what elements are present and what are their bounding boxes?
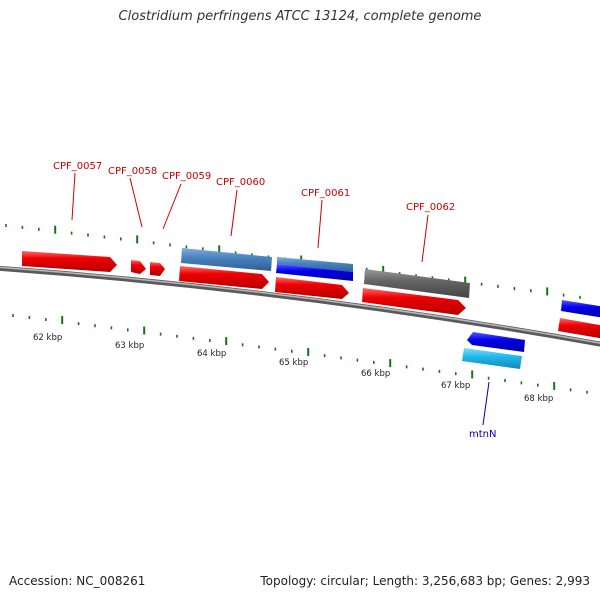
gene-arrow-cpf-0060[interactable] [179,266,269,289]
kbp-label-67: 67 kbp [441,381,470,391]
kbp-labels: 62 kbp 63 kbp 64 kbp 65 kbp 66 kbp 67 kb… [33,333,553,404]
gene-label-cpf-0058[interactable]: CPF_0058 [108,166,157,177]
gene-label-cpf-0059[interactable]: CPF_0059 [162,171,211,182]
genome-summary: Topology: circular; Length: 3,256,683 bp… [260,574,590,588]
feature-block-cpf-0062[interactable] [364,269,470,298]
reverse-feature-track [462,332,525,369]
genome-backbone [0,265,600,347]
gene-arrow-cpf-0057[interactable] [22,251,117,272]
gene-label-cpf-0060[interactable]: CPF_0060 [216,177,265,188]
gene-arrow-edge[interactable] [558,318,600,339]
gene-arrow-cpf-0061[interactable] [275,277,349,299]
accession-label: Accession: NC_008261 [9,574,146,588]
kbp-label-64: 64 kbp [197,349,226,359]
gene-label-mtnn[interactable]: mtnN [469,429,496,440]
feature-block-cpf-0061-upper[interactable] [277,257,353,272]
genome-backbone-highlight [0,266,600,344]
kbp-label-63: 63 kbp [115,341,144,351]
forward-feature-track [22,248,600,339]
gene-arrow-cpf-0059[interactable] [150,262,165,276]
kbp-label-68: 68 kbp [524,394,553,404]
map-title: Clostridium perfringens ATCC 13124, comp… [118,9,482,24]
gene-labels: CPF_0057 CPF_0058 CPF_0059 CPF_0060 CPF_… [53,161,496,440]
feature-block-mtnn[interactable] [462,348,522,369]
label-leader-mtnn [482,381,490,426]
gene-label-cpf-0061[interactable]: CPF_0061 [301,188,350,199]
gene-arrow-cpf-0062[interactable] [362,288,466,315]
kbp-label-65: 65 kbp [279,358,308,368]
gene-arrow-mtnn[interactable] [467,332,525,352]
kbp-label-66: 66 kbp [361,369,390,379]
label-leader-cpf-0060 [230,189,238,237]
gene-label-cpf-0062[interactable]: CPF_0062 [406,202,455,213]
gene-label-cpf-0057[interactable]: CPF_0057 [53,161,102,172]
feature-block-cpf-0061[interactable] [276,264,353,281]
label-leader-cpf-0062 [421,214,429,263]
label-leader-cpf-0057 [71,172,76,221]
label-leader-cpf-0058 [129,177,143,228]
feature-block-cpf-0060[interactable] [181,248,272,271]
kbp-label-62: 62 kbp [33,333,62,343]
reverse-tick-track [12,314,588,394]
label-leader-cpf-0061 [317,199,323,249]
gene-arrow-cpf-0058[interactable] [131,260,146,274]
label-leader-cpf-0059 [162,183,182,230]
feature-block-edge[interactable] [561,300,600,318]
